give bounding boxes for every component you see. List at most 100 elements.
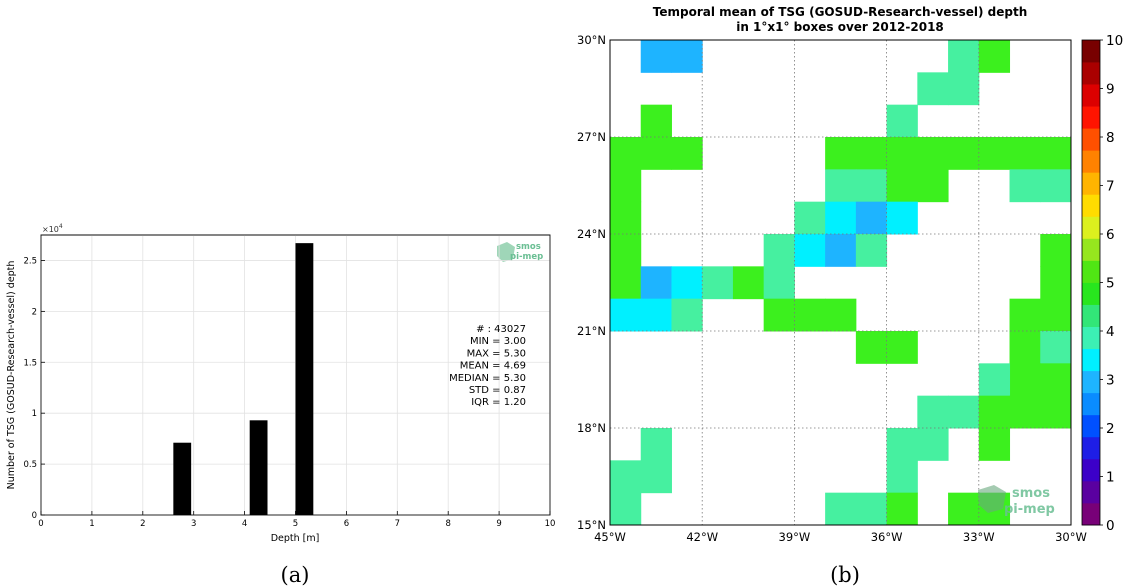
map-cell [610,460,642,494]
histogram-bar [249,420,268,515]
map-cell [886,169,918,203]
map-cell [886,104,918,138]
map-cell [610,137,642,170]
smos-map-logo-icon [978,485,1006,513]
colorbar-segment [1082,502,1100,526]
map-cell [794,298,826,332]
stat-line: MEDIAN = 5.30 [449,373,526,384]
map-frame [609,39,1072,526]
map-cell [917,428,949,461]
smos-logo-icon [497,242,515,262]
colorbar-segment [1082,304,1100,327]
map-cell [1009,298,1041,332]
map-cell [671,137,703,170]
map-cell [948,492,980,526]
map-cell [640,460,672,494]
stat-line: # : 43027 [476,324,526,335]
x-axis-label: Depth [m] [271,533,320,544]
map-cell [640,104,672,138]
map-cell [732,266,765,300]
colorbar-tick-label: 9 [1106,82,1115,98]
map-cell [1009,395,1041,429]
map-cell [978,40,1011,73]
colorbar-segment [1082,414,1100,438]
caption-b: (b) [830,563,860,587]
map-cell [1040,234,1072,267]
map-cell [825,169,857,203]
colorbar-segment [1082,62,1100,85]
histogram-bar [295,243,314,516]
map-cell [610,266,642,300]
x-tick-label: 8 [445,519,450,529]
caption-a: (a) [281,563,310,587]
map-title: Temporal mean of TSG (GOSUD-Research-ves… [653,5,1028,19]
map-cell [763,298,795,332]
lon-tick-label: 39°W [779,530,811,544]
lon-tick-label: 45°W [594,530,626,544]
lat-tick-label: 21°N [577,324,606,338]
logo-line1: smos [516,242,541,252]
map-cell [610,201,642,235]
colorbar-tick-label: 2 [1106,421,1115,437]
map-cell [978,137,1011,170]
map-cell [610,234,642,267]
y-tick-label: 1.5 [23,358,37,368]
x-tick-label: 2 [140,519,145,529]
map-cell [855,234,888,267]
colorbar-segment [1082,282,1100,305]
map-cell [948,40,980,73]
colorbar-segment [1082,348,1100,372]
map-cell [640,137,672,170]
map-cell [886,201,918,235]
colorbar-segment [1082,172,1100,195]
y-axis-label: Number of TSG (GOSUD-Research-vessel) de… [6,261,17,490]
map-cell [640,428,672,461]
x-tick-label: 9 [496,519,501,529]
colorbar-tick-label: 10 [1106,33,1123,49]
map-cell [610,298,642,332]
map-logo-line2: pi-mep [1004,502,1055,517]
map-logo-line1: smos [1012,486,1050,501]
map-cell [886,492,918,526]
lat-tick-label: 27°N [577,130,606,144]
colorbar-tick-label: 6 [1106,227,1115,243]
y-tick-label: 0 [32,511,37,521]
map-cell [825,201,857,235]
lon-tick-label: 42°W [686,530,718,544]
map-cell [763,234,795,267]
map-cell [825,298,857,332]
map-cell [671,40,703,73]
map-cell [825,492,857,526]
colorbar-segment [1082,392,1100,416]
colorbar-segment [1082,238,1100,261]
map-logo: smos pi-mep [978,485,1055,517]
map-cell [886,137,918,170]
lat-tick-label: 15°N [577,518,606,532]
colorbar-tick-label: 3 [1106,373,1115,389]
map-cell [825,137,857,170]
lat-tick-label: 18°N [577,421,606,435]
map-cell [917,137,949,170]
map-cell [855,201,888,235]
map-cell [1009,331,1041,364]
colorbar-tick-label: 1 [1106,470,1115,486]
map-cell [640,40,672,73]
map-cell [855,331,888,364]
map-cell [855,169,888,203]
y-tick-label: 0.5 [23,460,37,470]
stat-line: MIN = 3.00 [470,336,526,347]
lon-tick-label: 36°W [871,530,903,544]
stat-line: STD = 0.87 [469,385,526,396]
colorbar-segment [1082,194,1100,217]
map-cell [1040,266,1072,300]
map-cell [1040,331,1072,364]
map-cell [917,72,949,106]
x-tick-label: 5 [293,519,298,529]
x-tick-label: 1 [89,519,94,529]
x-tick-label: 7 [395,519,400,529]
colorbar-tick-label: 8 [1106,130,1115,146]
x-tick-label: 0 [38,519,43,529]
colorbar-segment [1082,326,1100,350]
colorbar-segment [1082,84,1100,107]
